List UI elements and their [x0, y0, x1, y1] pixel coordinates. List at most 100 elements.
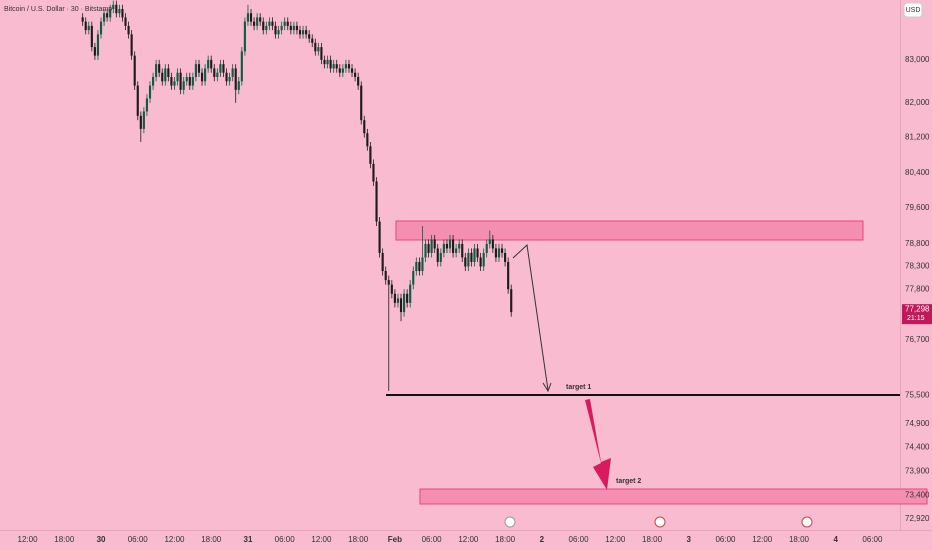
candle-body [151, 76, 155, 86]
y-tick-label: 73,900 [905, 467, 930, 476]
candle-body [84, 21, 87, 31]
candle-body [488, 239, 491, 244]
candle-body [81, 17, 84, 22]
candle-body [375, 181, 378, 222]
candle-body [289, 25, 292, 31]
candle-body [323, 59, 326, 65]
x-tick-label: 12:00 [752, 535, 773, 544]
candle-body [188, 76, 191, 86]
candle-body [476, 248, 479, 258]
candle-body [96, 34, 100, 56]
candle-body [179, 72, 182, 90]
candle-body [347, 64, 351, 69]
candle-body [504, 252, 507, 262]
candle-body [292, 25, 295, 31]
candle-body [418, 261, 421, 272]
candle-body [354, 72, 357, 77]
countdown: 21:15 [907, 315, 925, 322]
annotation: target 2 [616, 478, 641, 485]
candle-body [298, 30, 302, 35]
x-tick-label: 18:00 [54, 535, 75, 544]
x-tick-label: 06:00 [715, 535, 736, 544]
candle-body [93, 47, 96, 56]
candle-body [280, 25, 283, 31]
candle-body [274, 25, 277, 35]
candle-body [265, 25, 268, 31]
candle-body [256, 17, 259, 26]
candle-body [118, 8, 121, 14]
y-tick-label: 83,000 [905, 55, 930, 64]
candle-body [219, 64, 222, 73]
candle-body [421, 257, 424, 272]
candle-body [415, 261, 418, 272]
candle-body [357, 76, 360, 86]
candle-body [424, 243, 427, 258]
candle-body [372, 163, 375, 182]
candle-body [482, 252, 485, 267]
y-tick-label: 78,800 [905, 239, 930, 248]
candle-body [109, 8, 112, 18]
candle-body [194, 64, 197, 77]
x-tick-label: 3 [687, 535, 692, 544]
candle-body [155, 64, 158, 77]
y-tick-label: 79,600 [905, 203, 930, 212]
candle-body [240, 51, 243, 82]
x-tick-label: 18:00 [789, 535, 810, 544]
candle-body [467, 252, 470, 267]
x-tick-label: 18:00 [201, 535, 222, 544]
candle-body [427, 243, 430, 253]
x-tick-label: 31 [244, 535, 253, 544]
x-tick-label: 18:00 [495, 535, 516, 544]
candle-body [277, 30, 280, 35]
candle-body [246, 13, 250, 22]
candle-body [406, 293, 409, 303]
x-tick-label: 30 [97, 535, 106, 544]
candle-body [161, 72, 164, 82]
candle-body [338, 68, 341, 73]
candle-body [142, 111, 145, 129]
x-tick-label: 4 [833, 535, 838, 544]
candle-body [393, 293, 396, 303]
candle-body [369, 146, 372, 164]
candle-body [234, 68, 237, 90]
candle-body [344, 64, 347, 69]
x-tick-label: 06:00 [422, 535, 443, 544]
candle-body [458, 243, 461, 249]
candle-body [237, 81, 240, 90]
candle-body [470, 252, 473, 262]
candle-body [448, 239, 452, 249]
candle-body [127, 25, 130, 35]
x-tick-label: 12:00 [605, 535, 626, 544]
projection-arrow [512, 243, 549, 391]
candle-body [170, 76, 173, 86]
chart-title: Bitcoin / U.S. Dollar · 30 · Bitstamp [4, 6, 112, 13]
candle-body [363, 120, 366, 134]
candle-body [332, 64, 335, 69]
candle-body [167, 68, 170, 77]
candle-body [222, 64, 225, 73]
candle-body [106, 13, 109, 18]
y-tick-label: 80,400 [905, 168, 930, 177]
x-tick-label: 18:00 [348, 535, 369, 544]
candle-body [442, 243, 445, 253]
candle-body [139, 115, 142, 129]
candle-body [204, 68, 207, 82]
y-tick-label: 81,200 [905, 133, 930, 142]
candle-body [436, 248, 439, 262]
x-tick-label: 06:00 [569, 535, 590, 544]
candle-body [409, 284, 412, 303]
y-tick-label: 74,400 [905, 443, 930, 452]
candle-body [329, 59, 332, 69]
candle-body [491, 239, 494, 249]
candle-body [231, 68, 234, 77]
candle-body [507, 261, 510, 290]
candle-body [445, 243, 449, 249]
candle-body [200, 72, 204, 82]
candle-body [494, 248, 497, 258]
candle-body [249, 13, 253, 22]
y-tick-label: 82,000 [905, 98, 930, 107]
plot-area: target 1 target 2 [81, 0, 928, 505]
x-tick-label: 2 [540, 535, 545, 544]
last-price-box [902, 304, 932, 325]
candle-body [390, 284, 393, 294]
